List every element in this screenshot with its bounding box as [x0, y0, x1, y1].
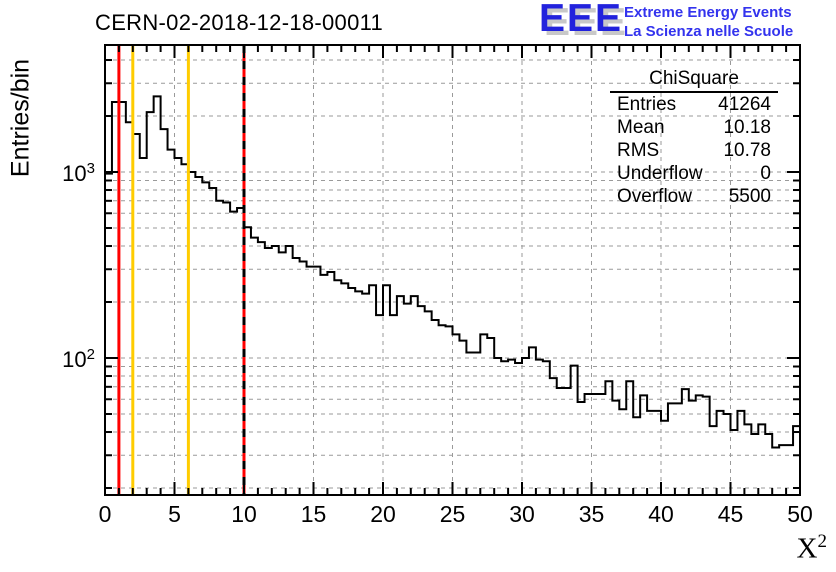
x-tick-label: 20 [370, 501, 396, 527]
x-tick-label: 5 [168, 501, 181, 527]
y-tick-base: 10 [62, 161, 87, 187]
x-tick-label: 10 [231, 501, 257, 527]
x-tick-label: 50 [787, 501, 813, 527]
stats-row-value: 41264 [718, 94, 771, 115]
eee-logo-line1: Extreme Energy Events [624, 4, 792, 21]
stats-row-value: 5500 [728, 186, 771, 207]
stats-row-label: Entries [617, 94, 677, 115]
x-tick-label: 40 [648, 501, 674, 527]
x-tick-label: 30 [509, 501, 535, 527]
stats-row-value: 10.18 [723, 117, 771, 138]
stats-box-title: ChiSquare [610, 67, 778, 93]
stats-row-label: Overflow [617, 186, 692, 207]
x-tick-label: 35 [578, 501, 605, 527]
y-tick-exponent: 2 [86, 345, 95, 363]
stats-row: Underflow 0 [610, 162, 778, 185]
eee-logo-text: Extreme Energy Events La Scienza nelle S… [624, 3, 793, 41]
y-tick-label: 102 [33, 344, 95, 371]
x-tick-label: 0 [98, 501, 112, 527]
stats-row: Mean 10.18 [610, 116, 778, 139]
y-tick-label: 103 [33, 158, 95, 185]
stats-row-label: Mean [617, 117, 665, 138]
x-tick-label: 25 [439, 501, 466, 527]
stats-row-value: 0 [760, 163, 771, 184]
stats-row: RMS 10.78 [610, 139, 778, 162]
stats-row: Overflow 5500 [610, 185, 778, 208]
x-axis-title: X2 [797, 531, 827, 566]
stats-row-value: 10.78 [723, 140, 771, 161]
y-axis-title: Entries/bin [6, 58, 35, 178]
eee-logo-line2: La Scienza nelle Scuole [624, 23, 794, 40]
x-tick-label: 15 [300, 501, 327, 527]
histogram-outline [105, 95, 800, 449]
plot-title: CERN-02-2018-12-18-00011 [95, 10, 384, 35]
eee-logo-acronym: EEE [539, 0, 624, 40]
x-axis-title-exponent: 2 [817, 531, 828, 552]
stats-row-label: Underflow [617, 163, 703, 184]
stats-row-label: RMS [617, 140, 660, 161]
y-tick-exponent: 3 [86, 159, 95, 177]
stats-row: Entries 41264 [610, 93, 778, 116]
x-tick-labels: 0 5 10 15 20 25 30 35 40 45 50 [0, 501, 836, 527]
x-tick-label: 45 [717, 501, 744, 527]
stats-box: ChiSquare Entries 41264 Mean 10.18 RMS 10.78 U… [610, 67, 778, 208]
x-axis-title-base: X [796, 532, 818, 565]
stats-rows: Entries 41264 Mean 10.18 RMS 10.78 Underflow 0 O… [610, 93, 778, 208]
eee-logo: EEE [539, 0, 623, 40]
y-tick-base: 10 [62, 347, 87, 373]
